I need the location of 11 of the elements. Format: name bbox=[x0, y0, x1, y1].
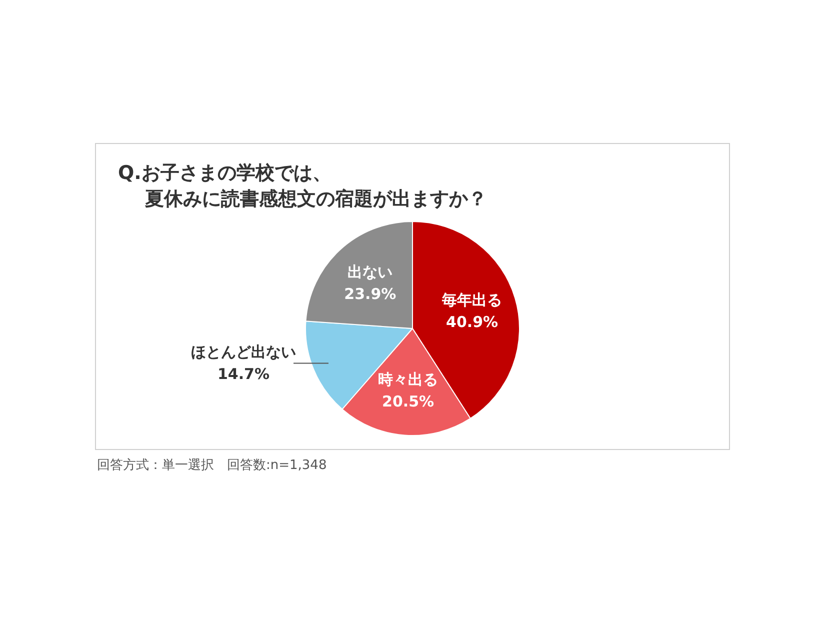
text: 回答方式：単一選択 回答数:n=1,348 bbox=[97, 457, 327, 474]
data-label: 23.9% bbox=[344, 285, 396, 304]
slice-label: 出ない bbox=[348, 263, 393, 282]
slice-label: 毎年出る bbox=[441, 290, 502, 309]
slice-label: ほとんど出ない bbox=[191, 343, 296, 362]
data-label: 40.9% bbox=[446, 312, 498, 331]
chart-title: Q.お子さまの学校では、 bbox=[118, 161, 332, 186]
slice-label: 時々出る bbox=[378, 370, 438, 388]
chart-subtitle: 夏休みに読書感想文の宿題が出ますか？ bbox=[144, 187, 487, 212]
data-label: 14.7% bbox=[217, 365, 270, 384]
data-label: 20.5% bbox=[382, 392, 434, 410]
